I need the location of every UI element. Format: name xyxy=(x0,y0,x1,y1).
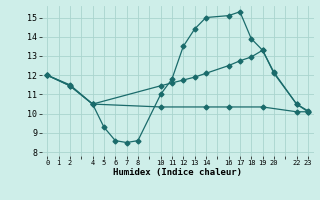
X-axis label: Humidex (Indice chaleur): Humidex (Indice chaleur) xyxy=(113,168,242,177)
